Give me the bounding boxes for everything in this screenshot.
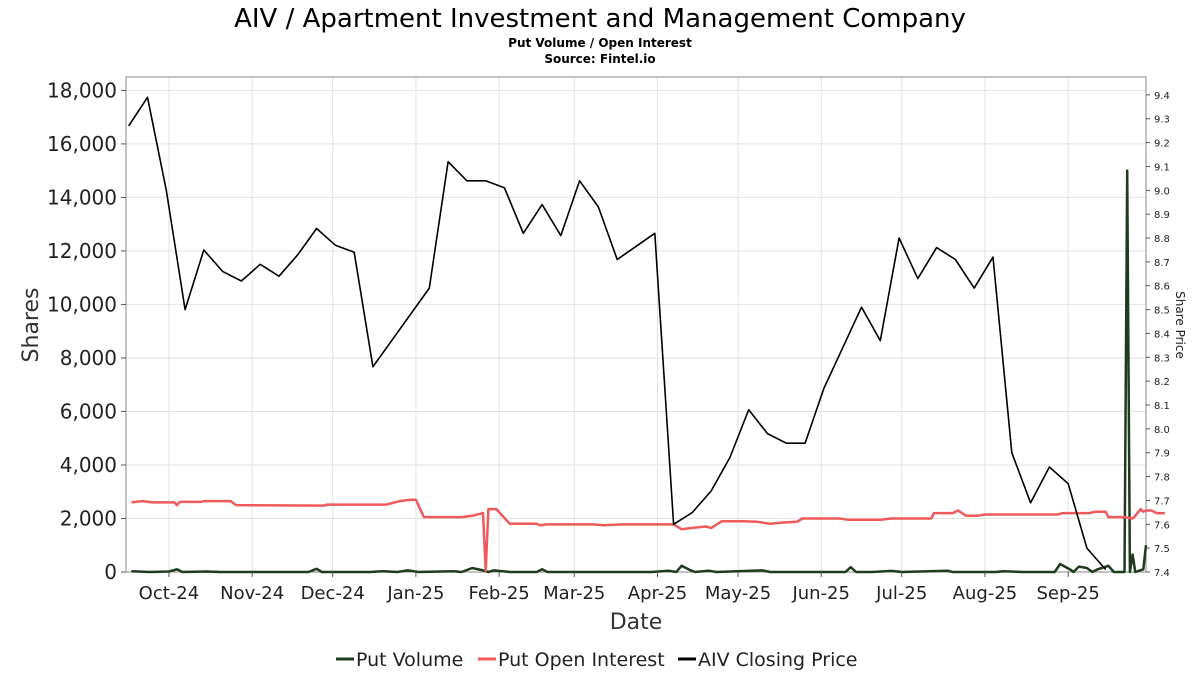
y-axis-left: 0 2,000 4,000 6,000 8,000 10,000 12,000 14,000 1… — [47, 78, 126, 584]
y-right-tick-label: 8.9 — [1154, 210, 1170, 221]
x-tick-label: Jun-25 — [791, 583, 850, 604]
y-right-tick-label: 8.1 — [1154, 401, 1170, 412]
grid-layer — [126, 77, 1146, 573]
series-line-put-volume — [131, 169, 1148, 574]
x-tick-label: Jul-25 — [875, 583, 927, 604]
x-tick-label: May-25 — [705, 583, 771, 604]
x-tick-label: Oct-24 — [139, 583, 200, 604]
y-tick-label: 0 — [104, 560, 117, 584]
y-right-tick-label: 7.4 — [1154, 568, 1170, 579]
y-right-tick-label: 9.4 — [1154, 91, 1170, 102]
y-right-tick-label: 9.3 — [1154, 115, 1170, 126]
y-right-tick-label: 8.5 — [1154, 306, 1170, 317]
series-layer — [128, 96, 1165, 574]
x-tick-label: Apr-25 — [628, 583, 687, 604]
chart-subtitle: Put Volume / Open Interest — [508, 36, 692, 50]
y-right-tick-label: 9.1 — [1154, 162, 1170, 173]
plot-frame — [125, 76, 1147, 573]
y-axis-label: Shares — [19, 288, 44, 363]
y-right-tick-label: 8.4 — [1154, 329, 1170, 340]
y-tick-label: 14,000 — [47, 185, 117, 209]
y-right-tick-label: 8.7 — [1154, 258, 1170, 269]
y-tick-label: 16,000 — [47, 132, 117, 156]
y-right-tick-label: 7.8 — [1154, 473, 1170, 484]
y-axis-right: 7.4 7.5 7.6 7.7 7.8 7.9 8.0 8.1 8.2 8.3 8.4 8.5 8.6 8… — [1146, 91, 1170, 579]
legend: Put Volume Put Open Interest AIV Closing P… — [336, 649, 857, 671]
legend-label: Put Volume — [356, 649, 463, 671]
series-line-put-open-interest — [131, 498, 1165, 572]
y-right-tick-label: 8.6 — [1154, 282, 1170, 293]
y-tick-label: 10,000 — [47, 292, 117, 316]
x-tick-label: Mar-25 — [543, 583, 605, 604]
y-tick-label: 2,000 — [60, 506, 117, 530]
y-tick-label: 6,000 — [60, 399, 117, 423]
y-right-tick-label: 7.6 — [1154, 520, 1170, 531]
series-line-aiv-closing-price — [128, 96, 1107, 571]
x-tick-label: Sep-25 — [1036, 583, 1099, 604]
y-right-tick-label: 8.2 — [1154, 377, 1170, 388]
x-axis-label: Date — [610, 610, 663, 635]
y-right-tick-label: 8.8 — [1154, 234, 1170, 245]
y-axis-right-label: Share Price — [1173, 291, 1187, 359]
x-tick-label: Jan-25 — [386, 583, 444, 604]
x-tick-label: Aug-25 — [953, 583, 1018, 604]
x-tick-label: Nov-24 — [220, 583, 284, 604]
y-right-tick-label: 9.2 — [1154, 139, 1170, 150]
y-right-tick-label: 7.5 — [1154, 544, 1170, 555]
y-right-tick-label: 9.0 — [1154, 186, 1170, 197]
y-right-tick-label: 8.3 — [1154, 353, 1170, 364]
y-tick-label: 18,000 — [47, 78, 117, 102]
chart-source: Source: Fintel.io — [544, 52, 655, 66]
legend-label: Put Open Interest — [498, 649, 665, 671]
y-right-tick-label: 8.0 — [1154, 425, 1170, 436]
x-tick-label: Dec-24 — [301, 583, 365, 604]
y-right-tick-label: 7.9 — [1154, 449, 1170, 460]
y-right-tick-label: 7.7 — [1154, 496, 1170, 507]
y-tick-label: 12,000 — [47, 239, 117, 263]
legend-label: AIV Closing Price — [698, 649, 857, 671]
y-tick-label: 8,000 — [60, 346, 117, 370]
x-axis: Oct-24 Nov-24 Dec-24 Jan-25 Feb-25 Mar-25 Apr-… — [139, 572, 1100, 604]
chart-title: AIV / Apartment Investment and Managemen… — [234, 4, 966, 34]
y-tick-label: 4,000 — [60, 453, 117, 477]
x-tick-label: Feb-25 — [468, 583, 529, 604]
